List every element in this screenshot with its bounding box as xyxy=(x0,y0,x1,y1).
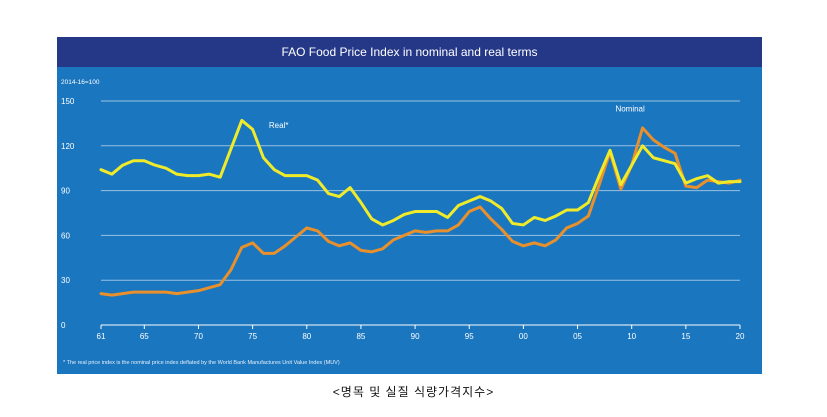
y-tick-label-30: 30 xyxy=(61,276,70,285)
x-tick-labels: 61 65 70 75 80 85 90 95 00 05 10 15 20 xyxy=(97,325,745,341)
x-tick-label-85: 85 xyxy=(356,332,365,341)
y-tick-label-60: 60 xyxy=(61,231,70,240)
series-annotations: Real* Nominal xyxy=(269,104,645,129)
x-tick-label-20: 20 xyxy=(736,332,745,341)
annotation-0: Real* xyxy=(269,121,289,130)
x-tick-label-70: 70 xyxy=(194,332,203,341)
chart-footnote: * The real price index is the nominal pr… xyxy=(63,360,340,366)
x-tick-label-05: 05 xyxy=(573,332,582,341)
x-tick-label-00: 00 xyxy=(519,332,528,341)
gridlines xyxy=(101,100,740,326)
x-tick-label-61: 61 xyxy=(97,332,106,341)
chart-plot: 2014-16=100 0 30 60 90 120 150 61 65 70 75 80 85 90… xyxy=(61,79,745,341)
x-tick-label-80: 80 xyxy=(302,332,311,341)
annotation-1: Nominal xyxy=(615,104,645,113)
x-tick-label-65: 65 xyxy=(140,332,149,341)
x-tick-label-15: 15 xyxy=(681,332,690,341)
x-tick-label-90: 90 xyxy=(411,332,420,341)
x-tick-label-10: 10 xyxy=(627,332,636,341)
x-tick-label-75: 75 xyxy=(248,332,257,341)
y-tick-labels: 0 30 60 90 120 150 xyxy=(61,97,75,330)
y-tick-label-90: 90 xyxy=(61,187,70,196)
y-tick-label-150: 150 xyxy=(61,97,75,106)
y-tick-label-0: 0 xyxy=(61,321,66,330)
y-tick-label-120: 120 xyxy=(61,142,75,151)
chart-title: FAO Food Price Index in nominal and real… xyxy=(57,37,762,67)
x-tick-label-95: 95 xyxy=(465,332,474,341)
chart-panel: FAO Food Price Index in nominal and real… xyxy=(57,37,762,374)
figure-caption: <명목 및 실질 식량가격지수> xyxy=(332,385,495,399)
series-lines xyxy=(99,118,742,297)
series-line-real xyxy=(99,118,742,227)
y-axis-unit-label: 2014-16=100 xyxy=(61,79,100,86)
